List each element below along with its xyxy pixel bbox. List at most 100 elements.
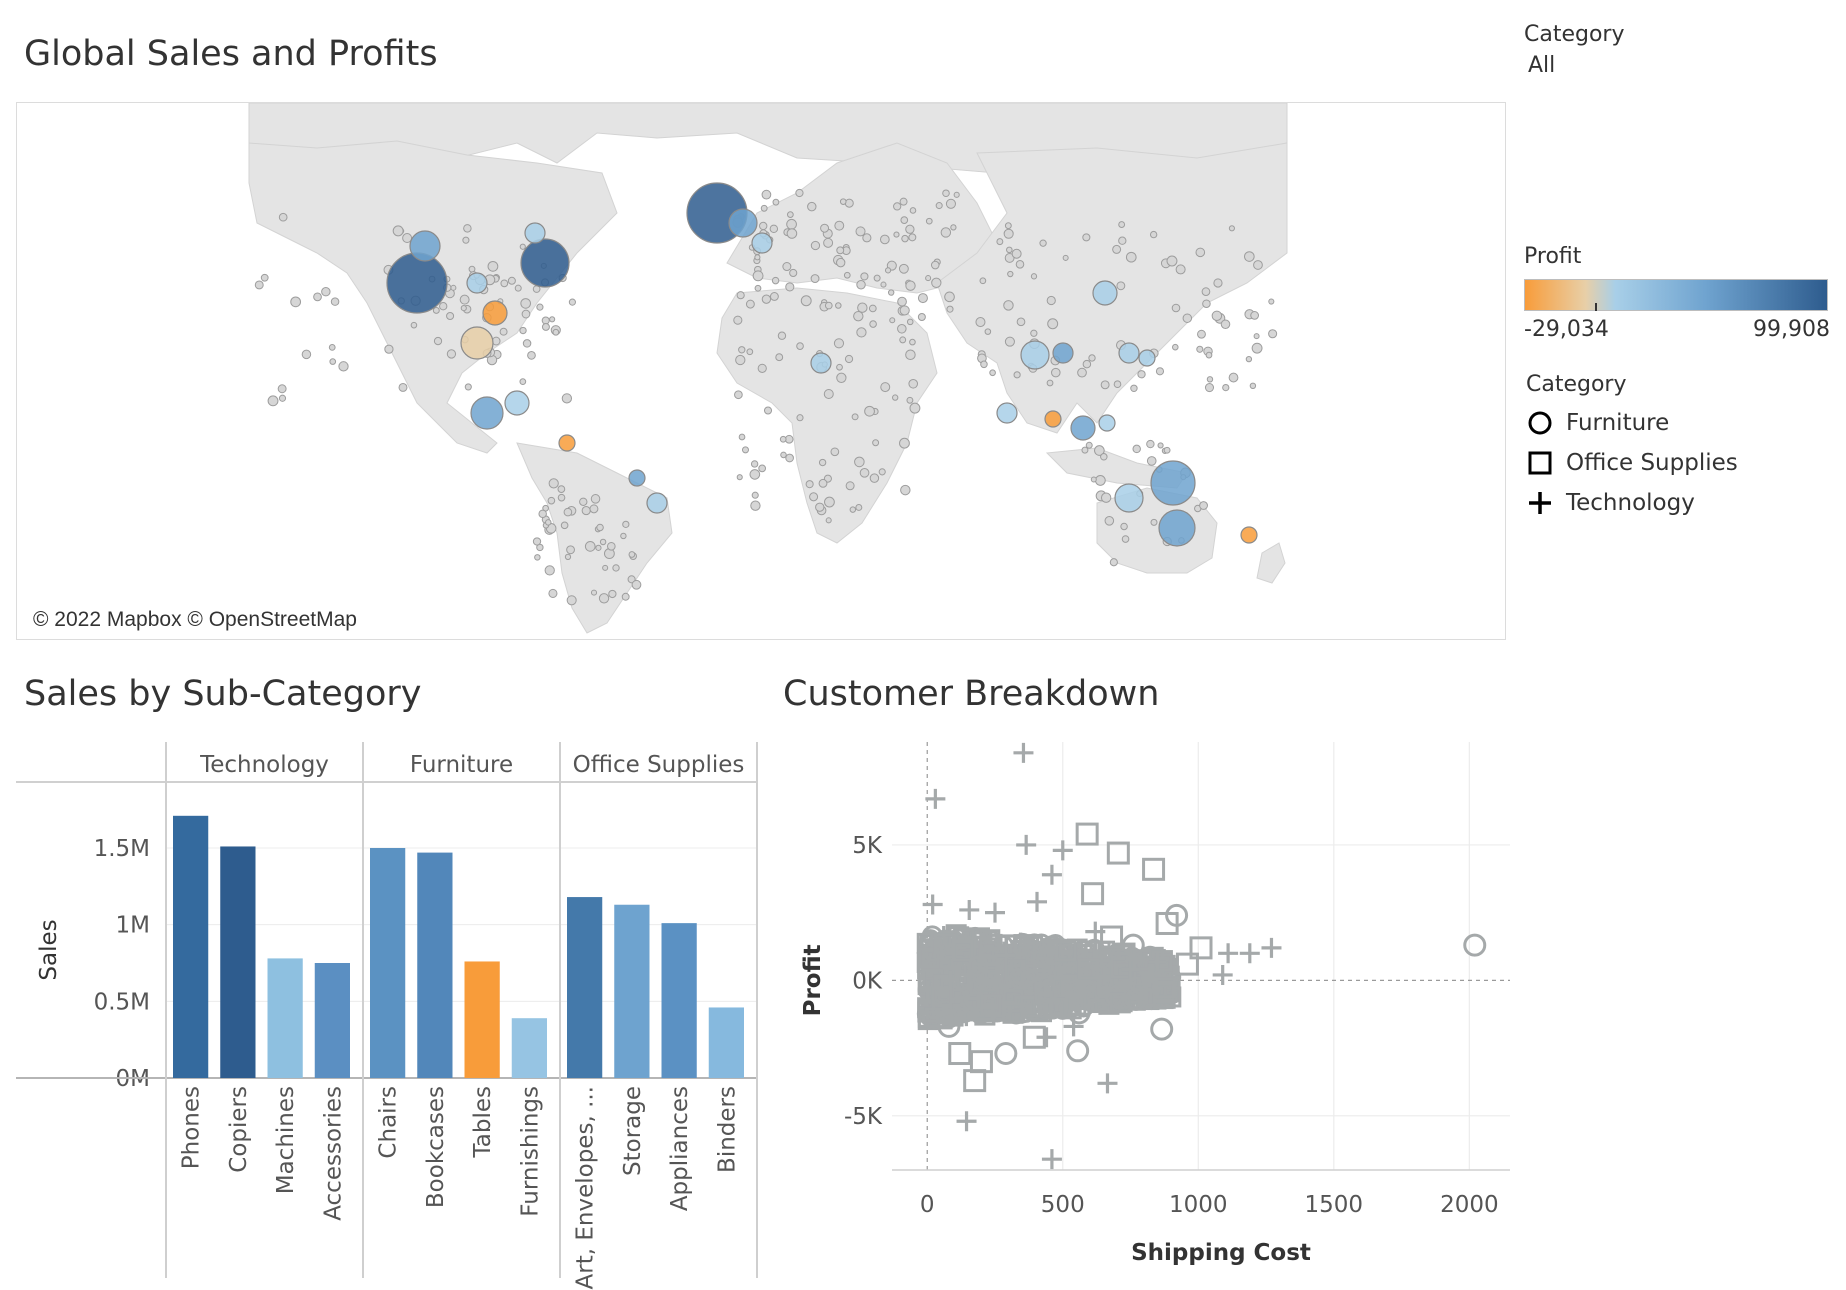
map-bubble[interactable] — [1205, 351, 1213, 359]
scatter-point[interactable] — [969, 1050, 993, 1074]
map-bubble[interactable] — [752, 270, 764, 282]
map-bubble[interactable] — [741, 446, 750, 454]
scatter-point[interactable] — [1463, 933, 1487, 957]
map-bubble[interactable] — [544, 565, 555, 576]
map-bubble[interactable] — [884, 267, 892, 274]
scatter-point[interactable] — [1212, 964, 1233, 985]
map-bubble[interactable] — [862, 233, 872, 243]
map-bubble[interactable] — [446, 311, 455, 321]
bar[interactable] — [417, 852, 453, 1078]
bar[interactable] — [314, 963, 350, 1078]
map-bubble[interactable] — [809, 492, 819, 502]
map-bubble[interactable] — [558, 434, 576, 452]
map-bubble[interactable] — [1130, 384, 1138, 393]
map-bubble[interactable] — [1213, 278, 1223, 288]
map-bubble[interactable] — [561, 393, 573, 404]
map-bubble[interactable] — [901, 234, 909, 243]
map-bubble[interactable] — [557, 493, 566, 502]
map-bubble[interactable] — [628, 469, 646, 487]
map-bubble[interactable] — [1222, 383, 1230, 392]
map-bubble[interactable] — [751, 232, 773, 254]
map-bubble[interactable] — [254, 280, 264, 290]
map-bubble[interactable] — [761, 294, 772, 304]
map-bubble[interactable] — [760, 204, 768, 212]
map-bubble[interactable] — [864, 405, 875, 417]
map-bubble[interactable] — [514, 284, 522, 292]
map-bubble[interactable] — [1118, 221, 1126, 229]
scatter-point[interactable] — [1109, 992, 1131, 1014]
scatter-point[interactable] — [959, 899, 980, 920]
scatter-point[interactable] — [922, 894, 943, 915]
map-bubble[interactable] — [834, 220, 845, 231]
map-bubble[interactable] — [989, 369, 996, 377]
map-bubble[interactable] — [590, 589, 598, 596]
map-bubble[interactable] — [1015, 260, 1025, 269]
map-bubble[interactable] — [329, 358, 337, 365]
scatter-point[interactable] — [925, 788, 946, 809]
map-bubble[interactable] — [628, 551, 636, 558]
map-bubble[interactable] — [579, 497, 588, 506]
map-bubble[interactable] — [568, 298, 576, 306]
map-bubble[interactable] — [267, 395, 279, 407]
map-bubble[interactable] — [909, 402, 921, 414]
map-bubble[interactable] — [810, 352, 832, 374]
map-bubble[interactable] — [534, 554, 541, 561]
map-bubble[interactable] — [980, 360, 988, 369]
map-bubble[interactable] — [1070, 415, 1096, 441]
map-bubble[interactable] — [439, 302, 448, 311]
scatter-point[interactable] — [1100, 925, 1124, 949]
map-bubble[interactable] — [524, 222, 546, 244]
map-bubble[interactable] — [1240, 526, 1258, 544]
map-bubble[interactable] — [1109, 558, 1118, 567]
map-bubble[interactable] — [460, 326, 494, 360]
map-bubble[interactable] — [1146, 439, 1155, 449]
scatter-point[interactable] — [1036, 981, 1058, 1003]
scatter-point[interactable] — [985, 902, 1005, 923]
legend-item-furniture[interactable]: Furniture — [1526, 403, 1738, 443]
map-bubble[interactable] — [1268, 329, 1278, 339]
map-bubble[interactable] — [1196, 345, 1204, 353]
scatter-point[interactable] — [1155, 911, 1179, 935]
map-bubble[interactable] — [519, 243, 526, 250]
map-bubble[interactable] — [796, 414, 804, 422]
map-bubble[interactable] — [942, 189, 950, 198]
map-bubble[interactable] — [780, 451, 787, 459]
scatter-point[interactable] — [1115, 963, 1137, 985]
map-bubble[interactable] — [738, 433, 746, 441]
map-bubble[interactable] — [1003, 300, 1014, 311]
scatter-point[interactable] — [1063, 1016, 1084, 1037]
scatter-point[interactable] — [972, 969, 994, 991]
scatter-point[interactable] — [941, 970, 960, 989]
bar[interactable] — [708, 1007, 744, 1078]
map-bubble[interactable] — [1243, 251, 1255, 262]
map-bubble[interactable] — [290, 296, 302, 308]
map-bubble[interactable] — [786, 218, 797, 230]
map-bubble[interactable] — [500, 279, 509, 288]
map-bubble[interactable] — [1047, 318, 1059, 330]
map-bubble[interactable] — [736, 291, 745, 300]
map-bubble[interactable] — [1039, 239, 1047, 247]
map-bubble[interactable] — [598, 593, 610, 604]
scatter-point[interactable] — [931, 986, 953, 1008]
map-bubble[interactable] — [328, 343, 336, 351]
map-bubble[interactable] — [906, 318, 914, 326]
map-bubble[interactable] — [1202, 299, 1211, 308]
map-bubble[interactable] — [750, 460, 759, 468]
scatter-point[interactable] — [1175, 952, 1199, 976]
scatter-point[interactable] — [1067, 1001, 1091, 1025]
map-bubble[interactable] — [899, 197, 908, 206]
scatter-point[interactable] — [1097, 1073, 1118, 1094]
map-bubble[interactable] — [563, 507, 573, 517]
map-bubble[interactable] — [810, 274, 820, 283]
scatter-point[interactable] — [1125, 950, 1144, 969]
map-bubble[interactable] — [464, 383, 472, 391]
scatter-point[interactable] — [997, 946, 1016, 965]
map-bubble[interactable] — [1220, 319, 1231, 330]
map-bubble[interactable] — [734, 390, 743, 400]
map-bubble[interactable] — [754, 254, 761, 261]
map-bubble[interactable] — [482, 300, 508, 326]
scatter-point[interactable] — [1081, 980, 1103, 1002]
map-bubble[interactable] — [1249, 382, 1257, 390]
map-bubble[interactable] — [330, 297, 340, 306]
map-bubble[interactable] — [1094, 445, 1105, 456]
